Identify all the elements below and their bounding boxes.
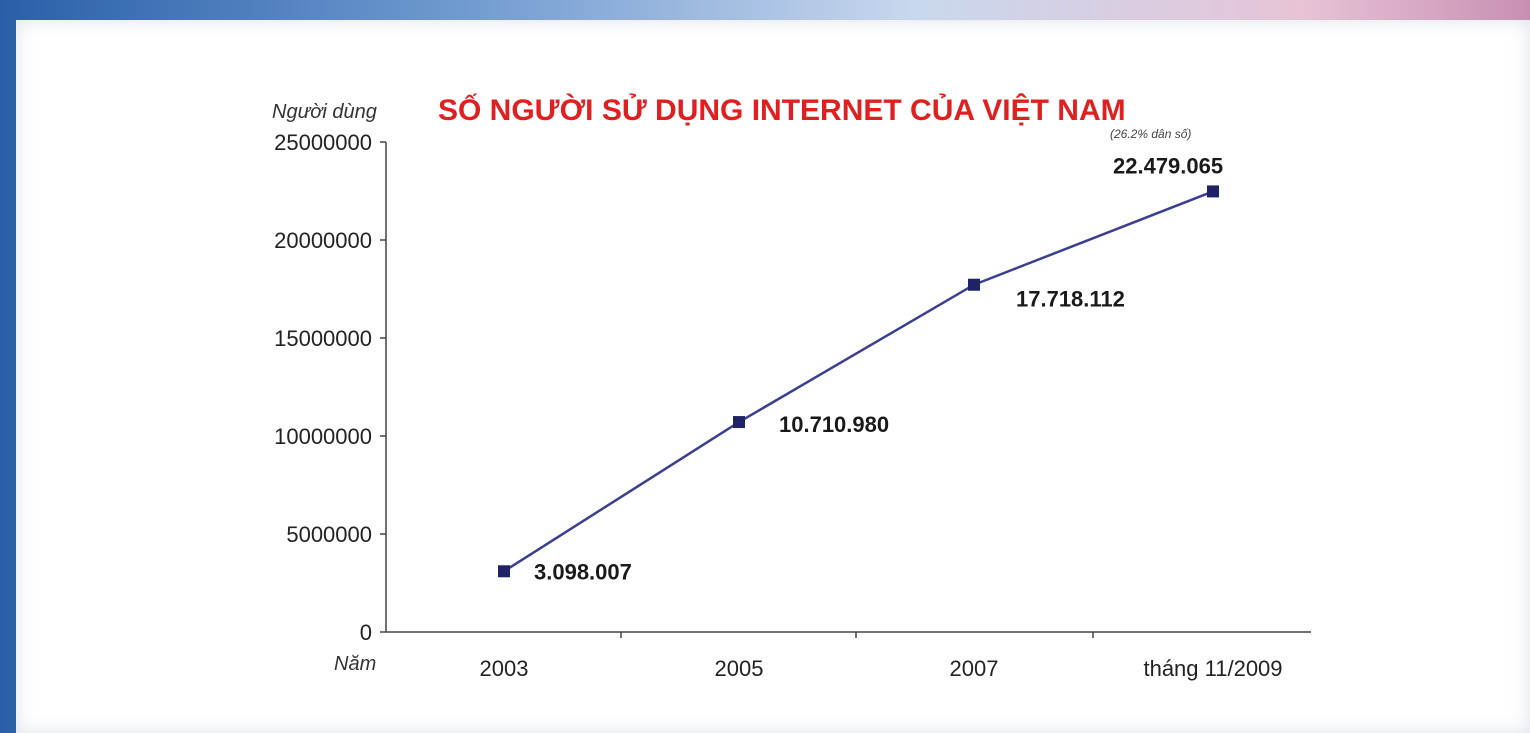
population-share-note: (26.2% dân số) bbox=[1110, 127, 1191, 141]
data-label: 3.098.007 bbox=[534, 559, 632, 584]
x-tick-label: 2007 bbox=[950, 656, 999, 681]
line-chart: SỐ NGƯỜI SỬ DỤNG INTERNET CỦA VIỆT NAM N… bbox=[272, 93, 1311, 681]
data-point-marker bbox=[968, 278, 980, 291]
y-tick-label: 20000000 bbox=[274, 228, 372, 253]
data-point-marker bbox=[733, 416, 745, 429]
x-tick-label: 2003 bbox=[480, 656, 529, 681]
data-label: 22.479.065 bbox=[1113, 153, 1223, 178]
chart-title: SỐ NGƯỜI SỬ DỤNG INTERNET CỦA VIỆT NAM bbox=[438, 93, 1126, 127]
data-label: 10.710.980 bbox=[779, 412, 889, 437]
x-tick-labels: 2003 2005 2007 tháng 11/2009 bbox=[480, 632, 1283, 681]
data-label: 17.718.112 bbox=[1016, 287, 1125, 312]
slide: SỐ NGƯỜI SỬ DỤNG INTERNET CỦA VIỆT NAM N… bbox=[16, 20, 1530, 733]
x-axis-title: Năm bbox=[334, 653, 376, 675]
y-tick-label: 15000000 bbox=[274, 326, 372, 351]
x-tick-label: tháng 11/2009 bbox=[1143, 656, 1282, 681]
y-ticks: 0 5000000 10000000 15000000 20000000 25000000 bbox=[274, 130, 386, 645]
data-point-marker bbox=[498, 565, 510, 578]
y-tick-label: 25000000 bbox=[274, 130, 372, 155]
data-point-marker bbox=[1207, 185, 1219, 198]
y-tick-label: 0 bbox=[360, 620, 372, 645]
x-tick-label: 2005 bbox=[715, 656, 764, 681]
series-line bbox=[503, 190, 1214, 573]
y-tick-label: 10000000 bbox=[274, 424, 372, 449]
y-tick-label: 5000000 bbox=[286, 522, 372, 547]
series-line-group: 3.098.007 10.710.980 17.718.112 22.479.065 bbox=[498, 153, 1223, 584]
y-axis-title: Người dùng bbox=[272, 101, 377, 123]
